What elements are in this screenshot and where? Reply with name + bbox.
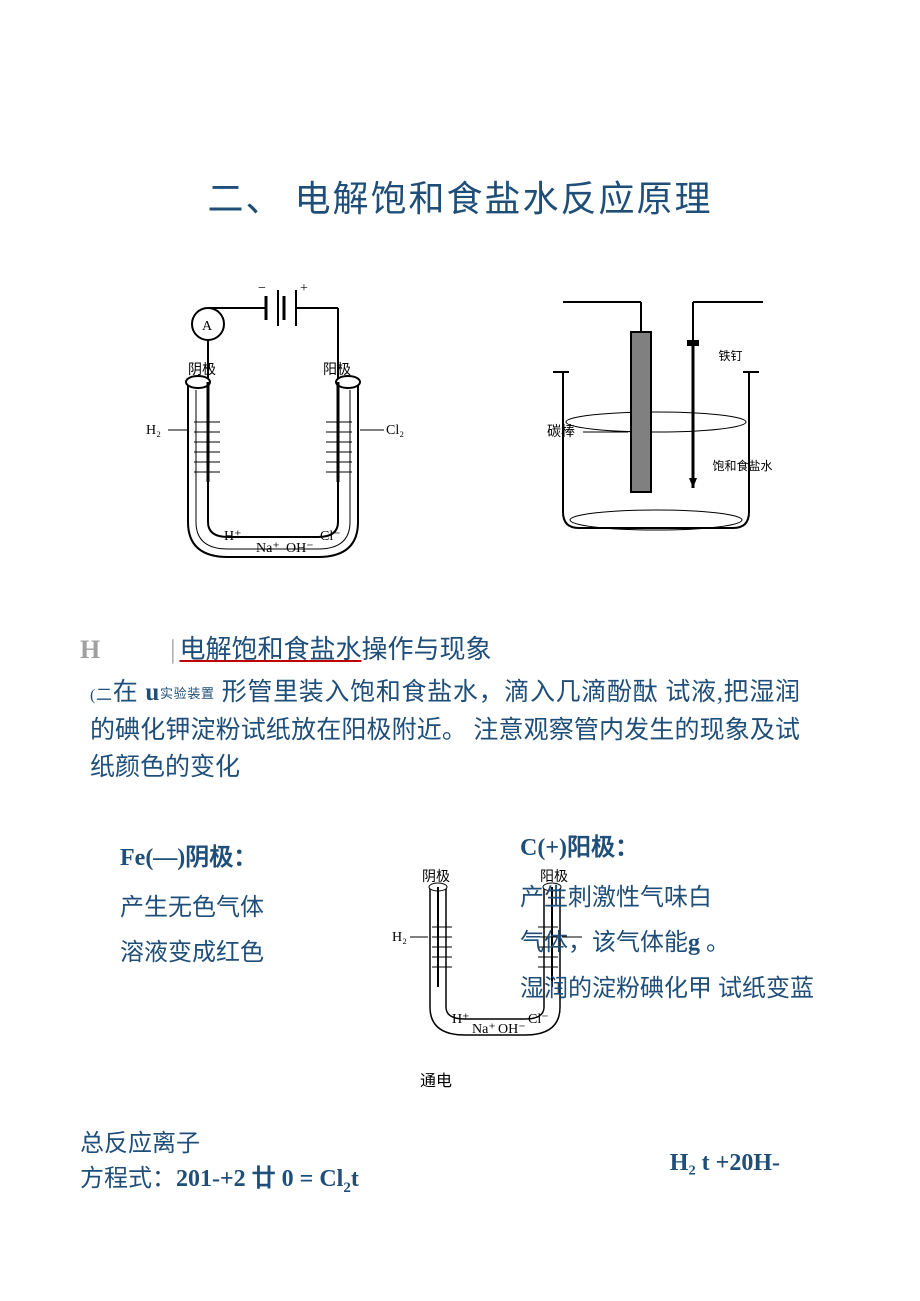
- d1-cathode-label: 阴极: [188, 362, 216, 378]
- beaker-diagram: 碳棒 铁钉 饱和食盐水: [523, 292, 783, 552]
- c-h2: H₂: [392, 930, 407, 945]
- d1-h-plus: H⁺: [224, 529, 242, 544]
- d2-rod-label: 碳棒: [547, 424, 575, 440]
- u-tube-diagram: − + A: [138, 272, 408, 572]
- d1-cl2-label: Cl₂: [386, 423, 404, 438]
- sub-underlined: 电解饱和食盐水: [179, 635, 361, 664]
- anode-obs2: 气体，该气体能g 。: [520, 921, 820, 967]
- cathode-head: Fe(—)阴极：: [120, 837, 380, 872]
- c-cl: Cl⁻: [528, 1012, 549, 1027]
- equation-block: 总反应离子 方程式：201-+2 廿 0 = Cl2t: [80, 1123, 359, 1197]
- anode-obs1: 产生刺激性气味白: [520, 876, 820, 922]
- sub-h-letter: H: [80, 635, 100, 664]
- body-a: 在: [113, 679, 139, 706]
- tongdian-label: 通电: [420, 1067, 452, 1091]
- c-na: Na⁺: [472, 1022, 496, 1037]
- cathode-obs1: 产生无色气体: [120, 886, 380, 932]
- equation-right: H₂ t +20H-: [670, 1150, 780, 1177]
- anode-head: C(+)阳极：: [520, 827, 820, 862]
- ammeter-label: A: [202, 319, 213, 334]
- c-oh: OH⁻: [498, 1022, 526, 1037]
- cathode-column: Fe(—)阴极： 产生无色气体 溶液变成红色: [120, 837, 380, 977]
- d1-anode-label: 阳极: [323, 362, 351, 378]
- cathode-obs2: 溶液变成红色: [120, 931, 380, 977]
- d2-brine-label: 饱和食盐水: [712, 457, 772, 474]
- d1-cl-minus: Cl⁻: [320, 529, 341, 544]
- eq-line2: 方程式：201-+2 廿 0 = Cl2t: [80, 1158, 359, 1197]
- diagram-row: − + A: [80, 272, 840, 572]
- c-h: H⁺: [452, 1012, 470, 1027]
- d2-iron-label: 铁钉: [718, 347, 742, 364]
- anode-column: C(+)阳极： 产生刺激性气味白 气体，该气体能g 。 湿润的淀粉碘化甲 试纸变…: [520, 827, 820, 1013]
- battery-plus: +: [300, 281, 308, 296]
- body-text: (二在 u实验装置 形管里装入饱和食盐水，滴入几滴酚酞 试液,把湿润的碘化钾淀粉…: [90, 674, 800, 787]
- sub-bar: |: [170, 635, 175, 664]
- page-title: 二、 电解饱和食盐水反应原理: [80, 170, 840, 222]
- battery-minus: −: [258, 281, 266, 296]
- anode-obs3: 湿润的淀粉碘化甲 试纸变蓝: [520, 967, 820, 1013]
- d1-oh-minus: OH⁻: [286, 541, 314, 556]
- body-overlay: 实验装置: [159, 686, 214, 701]
- eq-line1: 总反应离子: [80, 1123, 359, 1158]
- d1-na-plus: Na⁺: [256, 541, 280, 556]
- body-prefix: (二: [90, 687, 113, 704]
- lower-section: Fe(—)阴极： 产生无色气体 溶液变成红色: [80, 837, 840, 1177]
- body-u: u: [145, 679, 159, 706]
- c-cathode: 阴极: [422, 869, 450, 885]
- d1-h2-label: H₂: [146, 423, 161, 438]
- sub-heading: H |电解饱和食盐水操作与现象: [80, 632, 840, 668]
- sub-tail: 操作与现象: [361, 635, 491, 664]
